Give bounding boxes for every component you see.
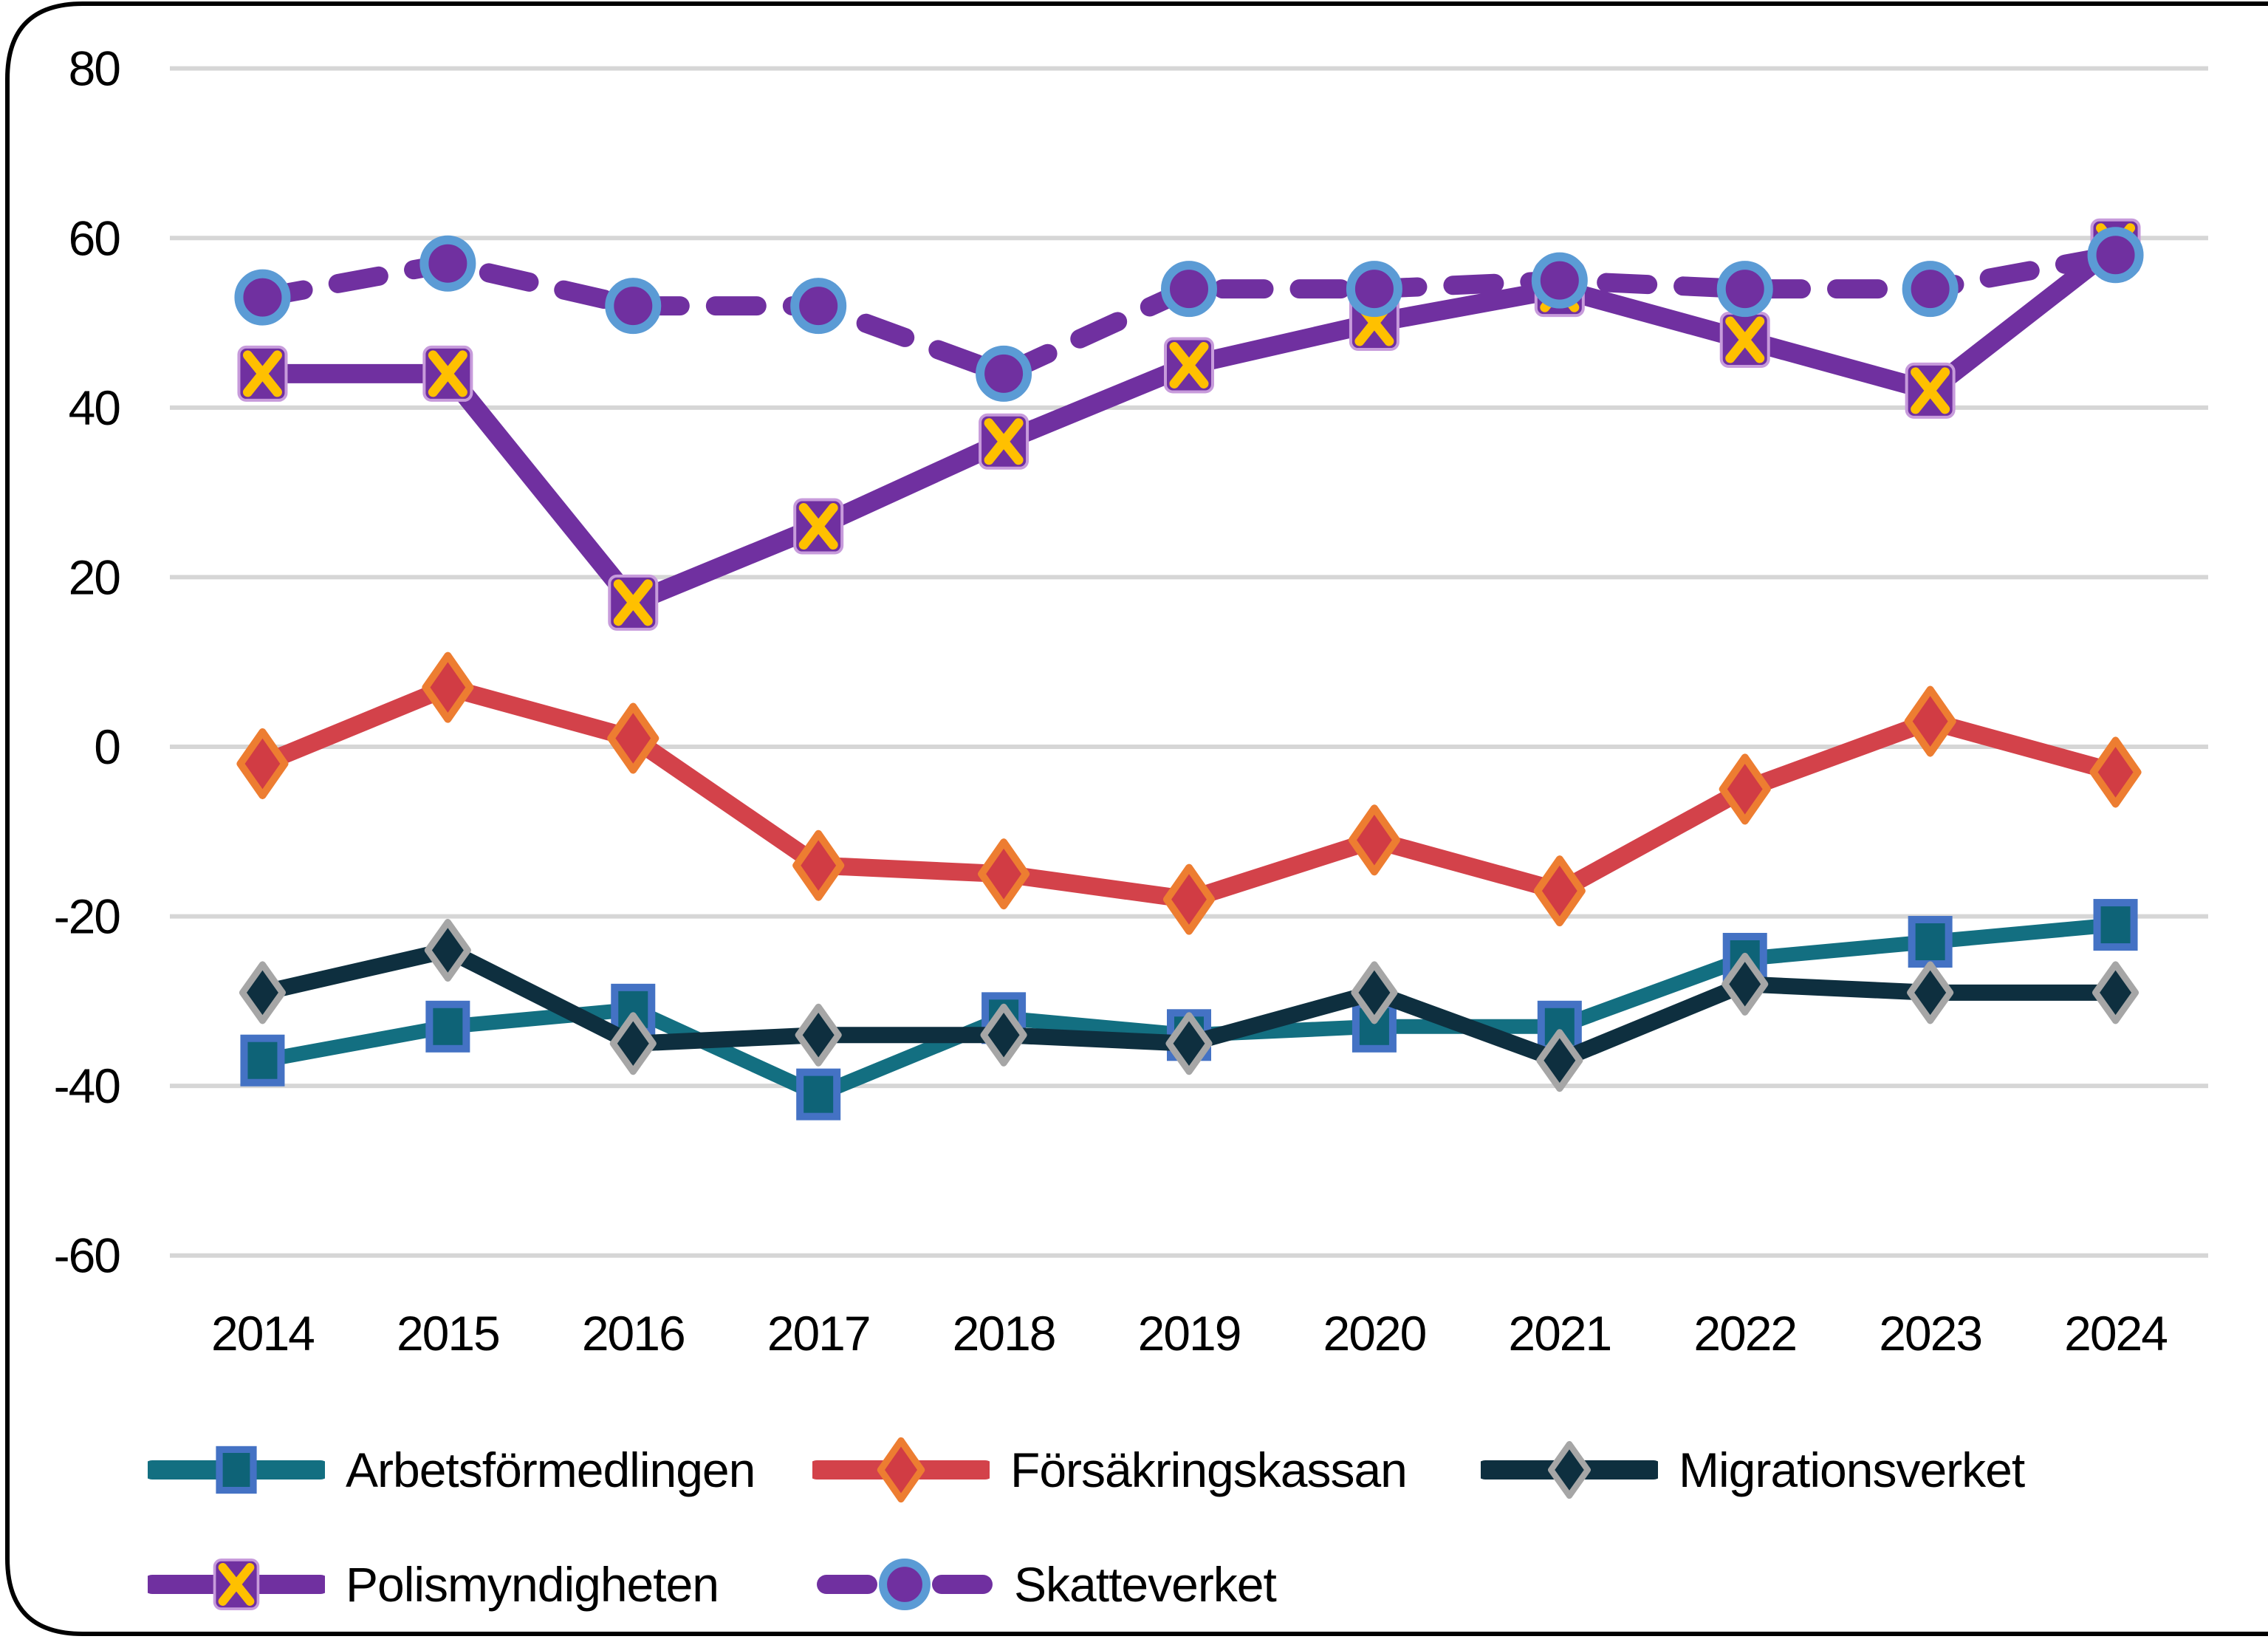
- x-axis-tick-label: 2019: [1138, 1306, 1241, 1361]
- data-point-marker: [1719, 753, 1771, 825]
- data-point-marker: [1161, 261, 1217, 318]
- data-point-marker: [2087, 227, 2144, 284]
- data-point-marker: [1902, 261, 1959, 318]
- data-point-marker: [792, 829, 845, 901]
- legend-icon-small-diamond-marker: [1481, 1440, 1658, 1499]
- y-axis-tick-label: -20: [54, 889, 120, 944]
- data-point-marker: [605, 278, 662, 335]
- data-point-marker: [213, 1559, 260, 1610]
- data-point-marker: [1536, 1029, 1583, 1092]
- x-axis-tick-label: 2015: [397, 1306, 499, 1361]
- data-point-marker: [1548, 1440, 1591, 1499]
- card-border: [5, 1, 2268, 1636]
- data-point-marker: [1533, 855, 1586, 927]
- data-point-marker: [1716, 261, 1773, 318]
- data-point-marker: [422, 345, 473, 402]
- data-point-marker: [978, 838, 1030, 910]
- data-point-marker: [1908, 916, 1953, 968]
- data-point-marker: [1346, 261, 1402, 318]
- y-axis-tick-label: 0: [94, 719, 120, 774]
- data-point-marker: [793, 498, 844, 555]
- legend-label: Arbetsförmedlingen: [346, 1443, 756, 1497]
- x-axis-tick-label: 2016: [582, 1306, 685, 1361]
- x-axis-tick-label: 2018: [953, 1306, 1055, 1361]
- y-axis-tick-label: 80: [69, 41, 120, 96]
- data-point-marker: [796, 1068, 841, 1121]
- data-point-marker: [2089, 736, 2142, 808]
- data-point-marker: [795, 1003, 842, 1067]
- y-axis-tick-label: 40: [69, 380, 120, 435]
- y-axis-tick-label: -40: [54, 1058, 120, 1113]
- data-point-marker: [234, 269, 291, 326]
- data-point-marker: [1348, 804, 1400, 876]
- legend-label: Polismyndigheten: [346, 1557, 719, 1612]
- legend-label: Försäkringskassan: [1010, 1443, 1408, 1497]
- data-point-marker: [216, 1446, 257, 1494]
- data-point-marker: [1163, 863, 1215, 935]
- y-axis-tick-label: 20: [69, 550, 120, 604]
- x-axis-tick-label: 2022: [1693, 1306, 1796, 1361]
- data-point-marker: [979, 413, 1029, 470]
- data-point-marker: [609, 1012, 657, 1075]
- data-point-marker: [422, 651, 474, 723]
- x-axis-tick-label: 2014: [211, 1306, 314, 1361]
- y-axis-tick-label: -60: [54, 1228, 120, 1283]
- legend-item-polismyndigheten: Polismyndigheten: [148, 1544, 719, 1625]
- data-point-marker: [424, 919, 471, 982]
- legend-icon-x-square-marker: [148, 1559, 325, 1610]
- x-axis-tick-label: 2023: [1879, 1306, 1981, 1361]
- data-point-marker: [877, 1437, 925, 1503]
- data-point-marker: [1719, 312, 1770, 369]
- data-point-marker: [1164, 337, 1214, 394]
- legend-icon-square-marker: [148, 1446, 325, 1494]
- data-point-marker: [976, 345, 1032, 402]
- data-point-marker: [608, 574, 659, 631]
- data-point-marker: [1351, 961, 1398, 1024]
- data-point-marker: [1907, 961, 1954, 1024]
- legend-item-forsakringskassan: Försäkringskassan: [812, 1429, 1408, 1511]
- data-point-marker: [790, 278, 847, 335]
- legend-item-skatteverket: Skatteverket: [816, 1544, 1277, 1625]
- legend-icon-dashed-circle-marker: [817, 1559, 993, 1610]
- data-point-marker: [1721, 952, 1769, 1016]
- data-point-marker: [1165, 1012, 1213, 1075]
- data-point-marker: [1531, 252, 1588, 309]
- legend-label: Migrationsverket: [1679, 1443, 2025, 1497]
- data-point-marker: [980, 1003, 1027, 1067]
- data-point-marker: [240, 1034, 285, 1087]
- data-point-marker: [239, 961, 286, 1024]
- data-point-marker: [2092, 961, 2139, 1024]
- x-axis-tick-label: 2021: [1508, 1306, 1611, 1361]
- y-axis-tick-label: 60: [69, 211, 120, 265]
- x-axis-tick-label: 2017: [767, 1306, 870, 1361]
- x-axis-tick-label: 2020: [1323, 1306, 1425, 1361]
- data-point-marker: [607, 702, 659, 774]
- legend-icon-diamond-marker: [812, 1437, 990, 1503]
- data-point-marker: [2093, 899, 2138, 951]
- data-point-marker: [237, 345, 288, 402]
- legend-item-arbetsformedlingen: Arbetsförmedlingen: [148, 1429, 756, 1511]
- data-point-marker: [1905, 362, 1956, 419]
- legend-label: Skatteverket: [1014, 1557, 1277, 1612]
- data-point-marker: [879, 1559, 931, 1610]
- legend-item-migrationsverket: Migrationsverket: [1481, 1429, 2025, 1511]
- data-point-marker: [236, 728, 289, 799]
- data-point-marker: [425, 1000, 470, 1053]
- x-axis-tick-label: 2024: [2064, 1306, 2167, 1361]
- data-point-marker: [1904, 685, 1956, 757]
- data-point-marker: [419, 235, 476, 292]
